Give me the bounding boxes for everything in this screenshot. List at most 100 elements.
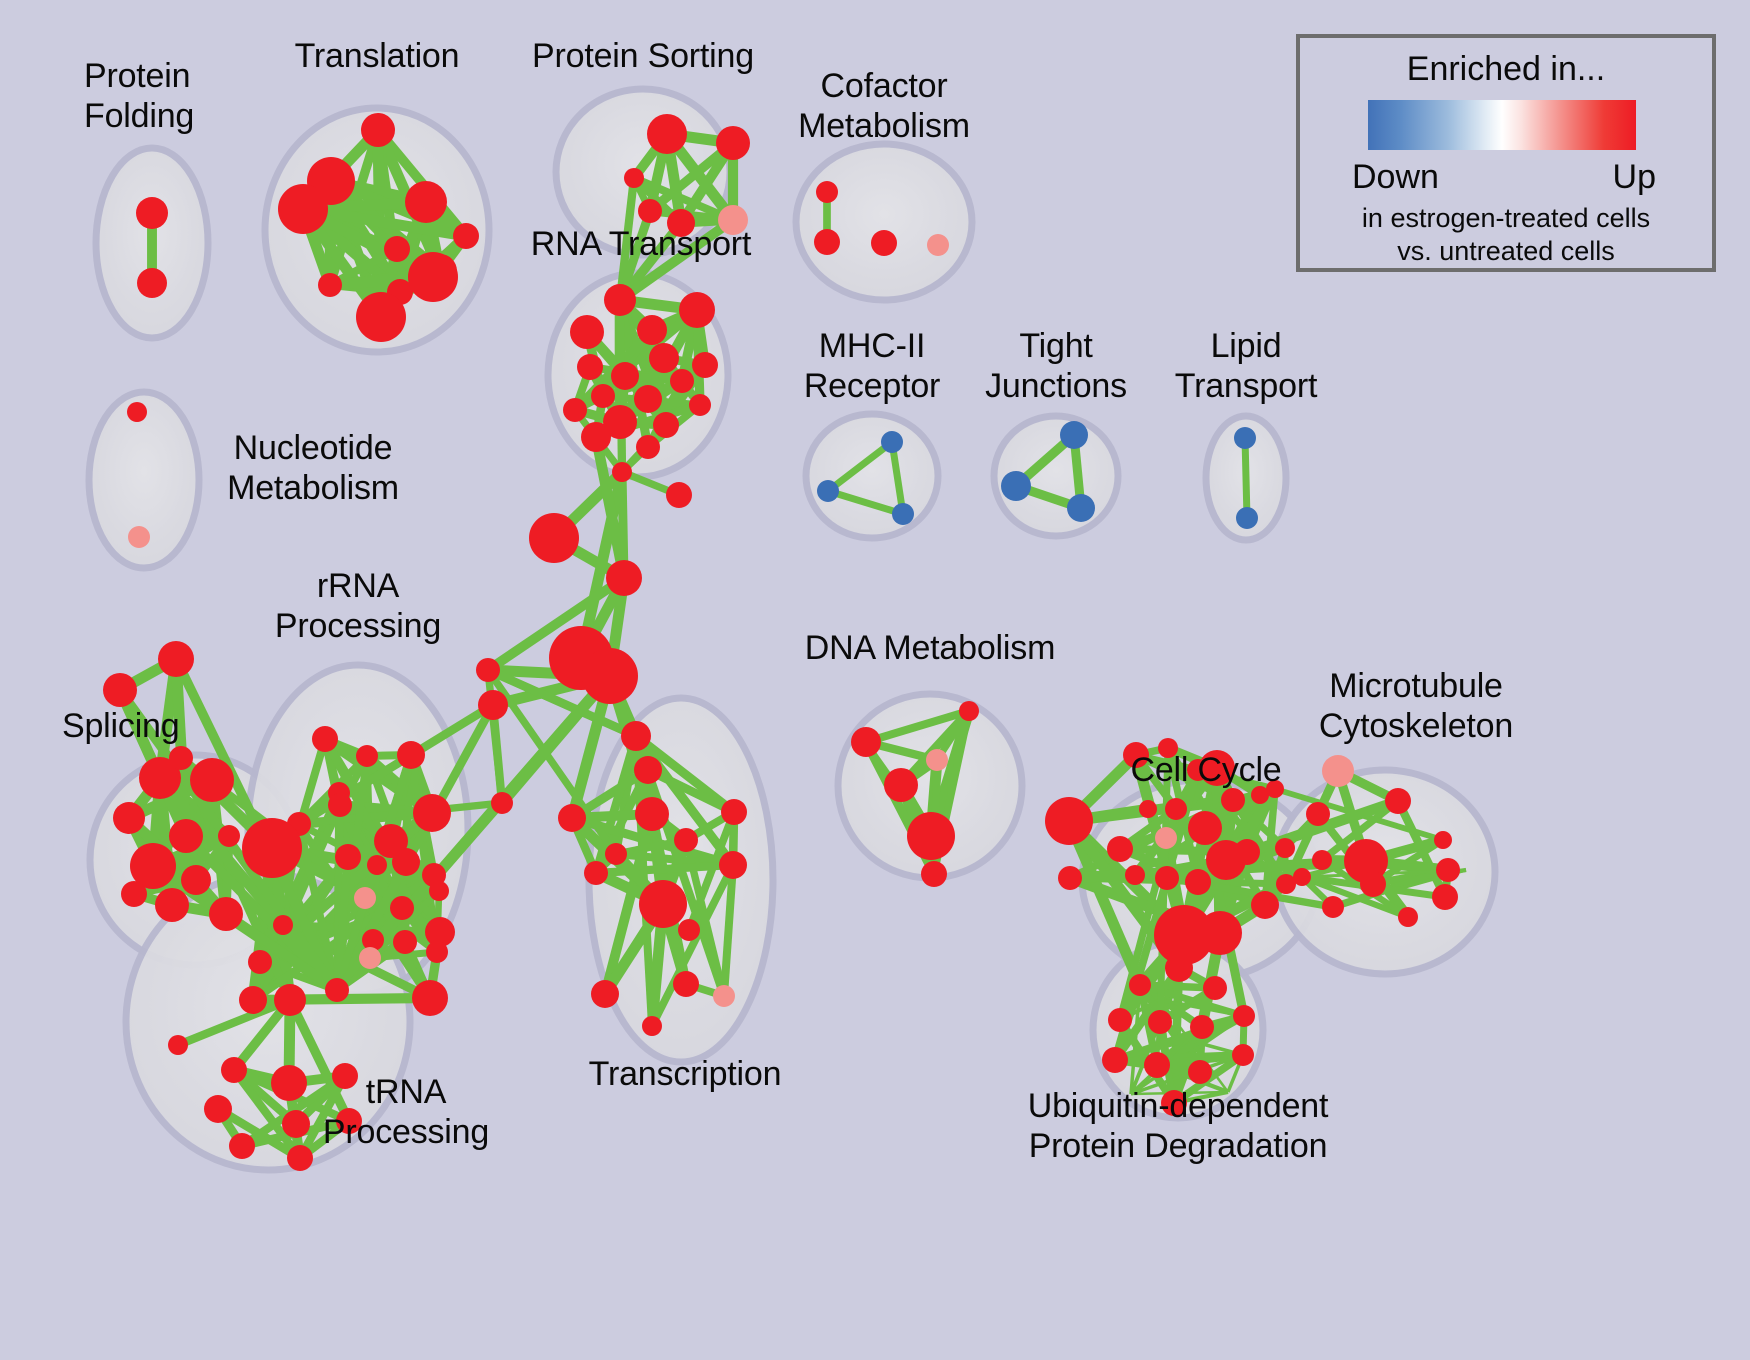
network-node (927, 234, 949, 256)
legend-low-label: Down (1352, 158, 1439, 196)
network-node (169, 746, 193, 770)
network-node (1067, 494, 1095, 522)
network-node (649, 343, 679, 373)
network-node (1234, 427, 1256, 449)
network-node (103, 673, 137, 707)
network-edge (600, 812, 657, 996)
network-node (1434, 831, 1452, 849)
cluster-label-protein-folding: Protein Folding (84, 57, 195, 135)
network-node (1161, 1090, 1187, 1116)
network-node (139, 757, 181, 799)
network-edge (1371, 837, 1445, 887)
network-node (312, 726, 338, 752)
network-node (359, 947, 381, 969)
network-node (892, 503, 914, 525)
network-node (478, 690, 508, 720)
network-node (367, 855, 387, 875)
network-node (1158, 738, 1178, 758)
network-node (390, 896, 414, 920)
network-node (591, 384, 615, 408)
network-node (563, 398, 587, 422)
network-node (425, 917, 455, 947)
network-node (130, 843, 176, 889)
network-node (325, 978, 349, 1002)
network-node (881, 431, 903, 453)
network-node (1312, 850, 1332, 870)
network-node (591, 980, 619, 1008)
legend-high-label: Up (1612, 158, 1656, 196)
cluster-hull (792, 140, 976, 304)
network-node (1125, 865, 1145, 885)
network-node (361, 113, 395, 147)
network-node (1155, 866, 1179, 890)
network-node (356, 292, 406, 342)
network-edge (333, 863, 381, 992)
network-node (158, 641, 194, 677)
network-node (1001, 471, 1031, 501)
network-node (1436, 858, 1460, 882)
network-node (634, 385, 662, 413)
network-node (1155, 827, 1177, 849)
cluster-label-rrna-processing: rRNA Processing (274, 567, 442, 645)
network-node (1185, 869, 1211, 895)
network-node (1276, 874, 1296, 894)
network-node (1203, 976, 1227, 1000)
network-node (603, 405, 637, 439)
network-edge (223, 910, 340, 994)
network-node (136, 197, 168, 229)
network-edge (486, 666, 638, 740)
network-node (570, 315, 604, 349)
network-node (113, 802, 145, 834)
network-node (1165, 954, 1193, 982)
network-node (584, 861, 608, 885)
network-node (1154, 905, 1214, 965)
cluster-hull (802, 410, 942, 542)
network-node (1188, 811, 1222, 845)
network-node (1198, 911, 1242, 955)
network-node (168, 1035, 188, 1055)
network-edge (590, 435, 630, 580)
network-node (1275, 838, 1295, 858)
network-node (374, 824, 408, 858)
network-node (1108, 1008, 1132, 1032)
network-node (204, 1095, 232, 1123)
legend-panel: Enriched in... Down Up in estrogen-treat… (1296, 34, 1716, 272)
network-node (635, 797, 669, 831)
network-node (1190, 1015, 1214, 1039)
network-node (405, 181, 447, 223)
network-node (335, 844, 361, 870)
network-edge (888, 441, 907, 515)
network-edge (617, 215, 736, 305)
network-node (814, 229, 840, 255)
network-node (1293, 868, 1311, 886)
cluster-label-nucleotide-metabolism: Nucleotide Metabolism (227, 429, 399, 507)
network-node (926, 749, 948, 771)
network-node (851, 727, 881, 757)
network-node (121, 881, 147, 907)
cluster-label-mhc-ii-receptor: MHC-II Receptor (803, 327, 941, 405)
network-node (678, 919, 700, 941)
network-edge (485, 574, 627, 674)
network-node (716, 126, 750, 160)
network-node (1322, 896, 1344, 918)
network-node (636, 435, 660, 459)
network-node (242, 818, 302, 878)
cluster-hull (85, 388, 203, 572)
network-node (128, 526, 150, 548)
legend-color-gradient-bar (1368, 100, 1636, 150)
cluster-label-rna-transport: RNA Transport (530, 225, 752, 263)
network-edge (230, 1067, 304, 1161)
network-edge (632, 174, 735, 224)
network-node (1360, 871, 1386, 897)
network-node (884, 768, 918, 802)
cluster-label-tight-junctions: Tight Junctions (985, 327, 1127, 405)
network-node (1322, 755, 1354, 787)
network-edge (280, 922, 340, 993)
network-node (356, 745, 378, 767)
network-node (689, 394, 711, 416)
network-node (1233, 1005, 1255, 1027)
network-node (1234, 839, 1260, 865)
network-edge (720, 864, 737, 997)
cluster-label-transcription: Transcription (588, 1055, 782, 1093)
